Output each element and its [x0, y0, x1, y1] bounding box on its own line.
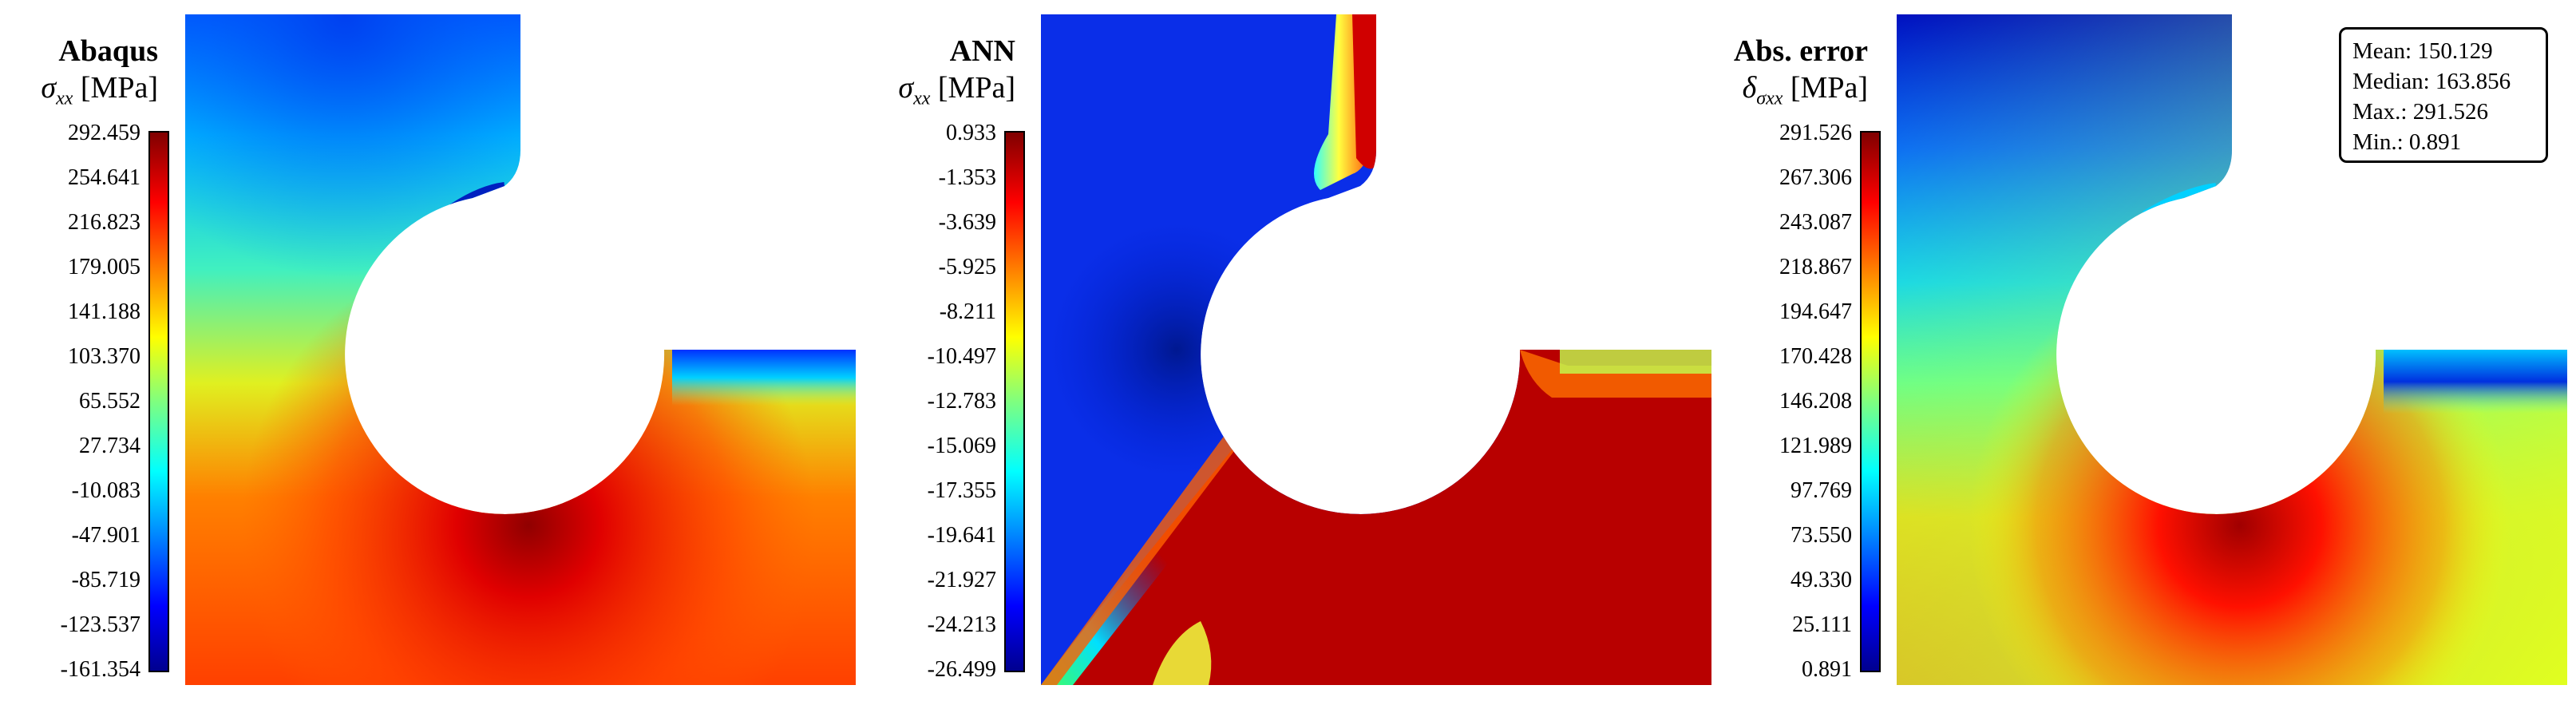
stress-field-ann	[1041, 14, 1711, 685]
stat-max: Max.: 291.526	[2352, 99, 2488, 125]
panel-title: Abs. error	[1733, 34, 1868, 68]
tick-label: -26.499	[927, 657, 996, 682]
tick-label: 103.370	[68, 344, 140, 369]
tick-label: -10.497	[927, 344, 996, 369]
panel-title: ANN	[949, 34, 1015, 68]
tick-label: 0.933	[946, 121, 996, 145]
tick-label: 194.647	[1779, 299, 1852, 324]
tick-label: 146.208	[1779, 389, 1852, 414]
stress-field-abaqus	[185, 14, 856, 685]
tick-label: 292.459	[68, 121, 140, 145]
tick-label: -3.639	[938, 210, 996, 235]
tick-label: -24.213	[927, 612, 996, 637]
tick-label: -19.641	[927, 523, 996, 548]
panel-unit-label: σxx [MPa]	[898, 71, 1015, 109]
tick-label: -47.901	[71, 523, 140, 548]
tick-label: 267.306	[1779, 165, 1852, 190]
tick-label: 179.005	[68, 255, 140, 279]
tick-label: 216.823	[68, 210, 140, 235]
tick-label: -5.925	[938, 255, 996, 279]
tick-label: -15.069	[927, 434, 996, 458]
tick-label: 25.111	[1792, 612, 1852, 637]
tick-label: 243.087	[1779, 210, 1852, 235]
tick-label: 141.188	[68, 299, 140, 324]
tick-label: 65.552	[79, 389, 140, 414]
tick-label: -85.719	[71, 568, 140, 592]
tick-label: 291.526	[1779, 121, 1852, 145]
tick-label: 73.550	[1791, 523, 1852, 548]
error-field	[1897, 14, 2567, 685]
tick-label: -1.353	[938, 165, 996, 190]
tick-label: -12.783	[927, 389, 996, 414]
tick-label: -10.083	[71, 478, 140, 503]
statistics-box: Mean: 150.129 Median: 163.856 Max.: 291.…	[2339, 27, 2548, 163]
tick-label: 0.891	[1802, 657, 1852, 682]
tick-label: -21.927	[927, 568, 996, 592]
tick-label: -17.355	[927, 478, 996, 503]
tick-label: 121.989	[1779, 434, 1852, 458]
stat-min: Min.: 0.891	[2352, 129, 2462, 155]
tick-label: 97.769	[1791, 478, 1852, 503]
panel-unit-label: δσxx [MPa]	[1742, 71, 1868, 109]
panel-title: Abaqus	[58, 34, 158, 68]
tick-label: 218.867	[1779, 255, 1852, 279]
tick-label: 27.734	[79, 434, 140, 458]
tick-label: -123.537	[60, 612, 140, 637]
stat-mean: Mean: 150.129	[2352, 38, 2493, 64]
tick-label: -8.211	[939, 299, 996, 324]
colorbar	[1004, 131, 1025, 672]
tick-label: -161.354	[60, 657, 140, 682]
tick-label: 254.641	[68, 165, 140, 190]
colorbar	[148, 131, 169, 672]
stat-median: Median: 163.856	[2352, 69, 2511, 94]
tick-label: 170.428	[1779, 344, 1852, 369]
tick-label: 49.330	[1791, 568, 1852, 592]
panel-unit-label: σxx [MPa]	[41, 71, 158, 109]
colorbar	[1860, 131, 1881, 672]
